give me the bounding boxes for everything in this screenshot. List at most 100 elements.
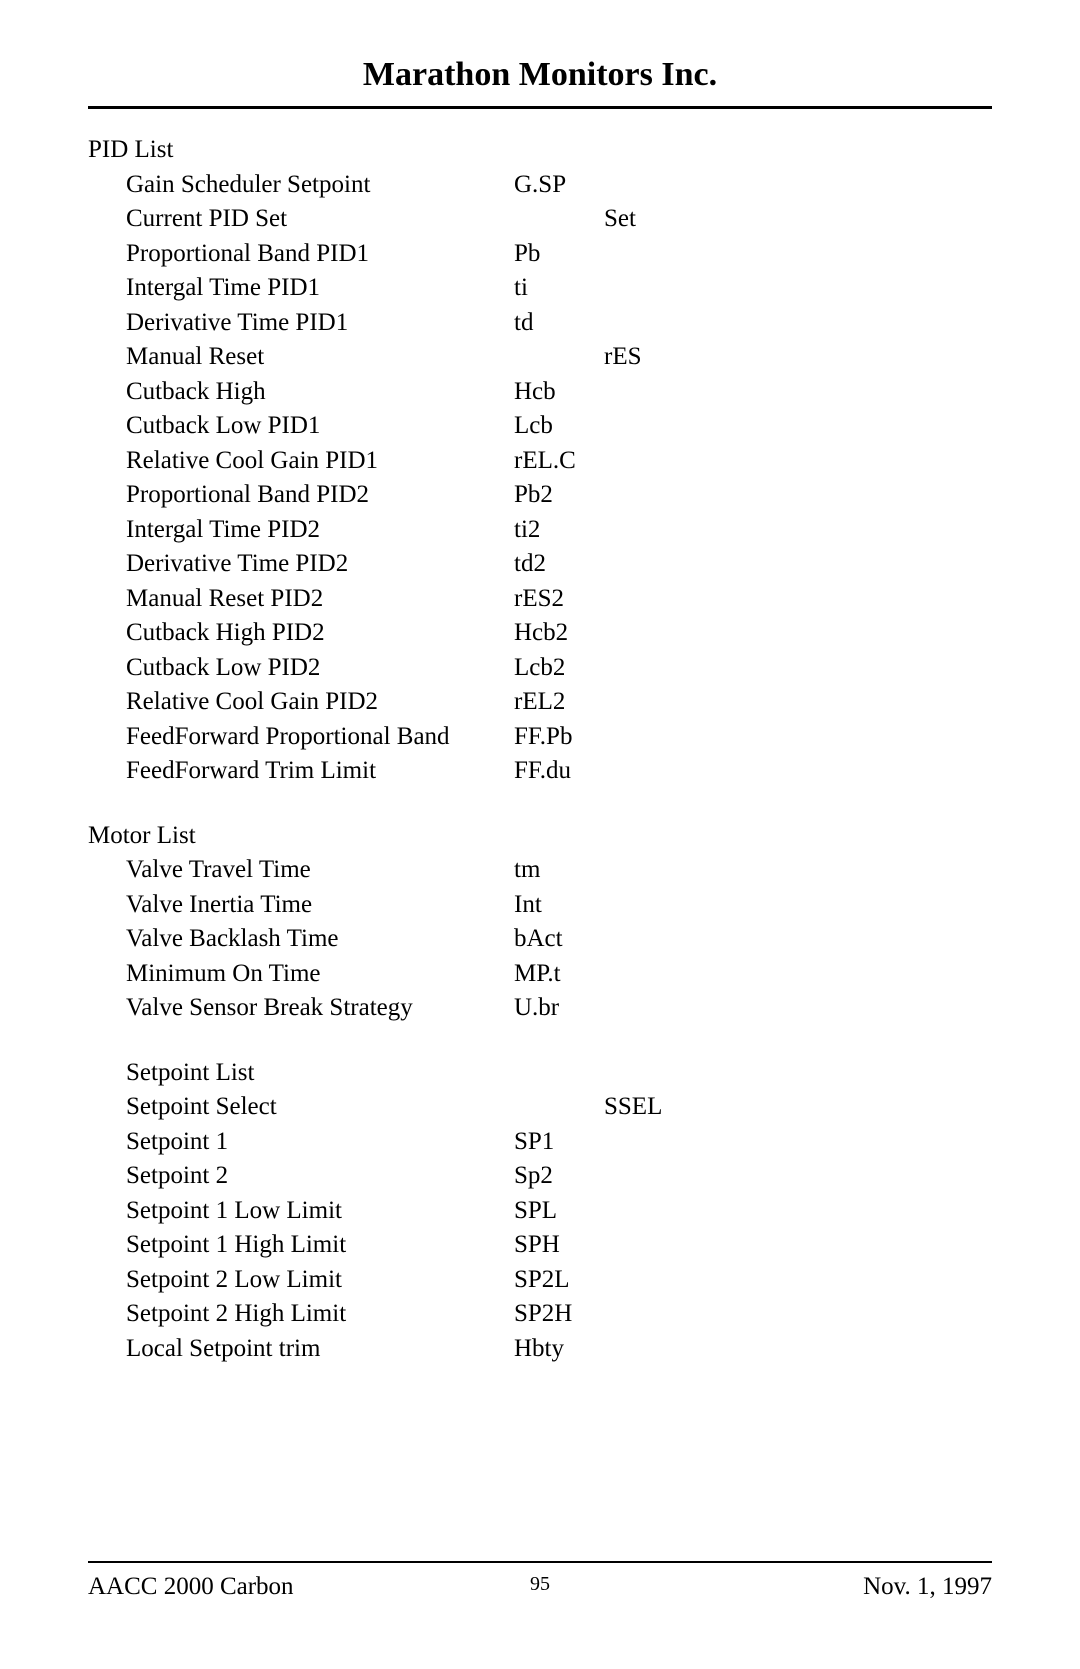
param-label: Relative Cool Gain PID2: [126, 685, 514, 720]
table-row: Cutback Low PID1Lcb: [88, 409, 992, 444]
param-code: Sp2: [514, 1159, 604, 1194]
param-label: Current PID Set: [126, 202, 514, 237]
param-label: FeedForward Proportional Band: [126, 720, 514, 755]
param-code-alt: rES: [604, 340, 642, 375]
table-row: Derivative Time PID2 td2: [88, 547, 992, 582]
table-row: Current PID Set Set: [88, 202, 992, 237]
param-label: Valve Travel Time: [126, 853, 514, 888]
footer-left: AACC 2000 Carbon: [88, 1573, 294, 1601]
param-label: Proportional Band PID1: [126, 237, 514, 272]
param-label: Valve Sensor Break Strategy: [126, 991, 514, 1026]
param-code: bAct: [514, 922, 604, 957]
param-code: FF.du: [514, 754, 604, 789]
param-code-alt: Set: [604, 202, 636, 237]
page-header: Marathon Monitors Inc.: [88, 56, 992, 109]
table-row: Derivative Time PID1td: [88, 306, 992, 341]
table-row: Proportional Band PID2Pb2: [88, 478, 992, 513]
param-code: rEL2: [514, 685, 604, 720]
table-row: Cutback Low PID2Lcb2: [88, 651, 992, 686]
table-row: Gain Scheduler SetpointG.SP: [88, 168, 992, 203]
param-label: Intergal Time PID2: [126, 513, 514, 548]
param-code: Int: [514, 888, 604, 923]
table-row: FeedForward Trim LimitFF.du: [88, 754, 992, 789]
param-label: Cutback Low PID2: [126, 651, 514, 686]
footer-right: Nov. 1, 1997: [863, 1573, 992, 1601]
param-code: td: [514, 306, 604, 341]
table-row: Manual Reset rES: [88, 340, 992, 375]
table-row: FeedForward Proportional BandFF.Pb: [88, 720, 992, 755]
table-row: Setpoint Select SSEL: [88, 1090, 992, 1125]
param-label: Proportional Band PID2: [126, 478, 514, 513]
param-label: Setpoint 1 Low Limit: [126, 1194, 514, 1229]
param-label: Setpoint 1: [126, 1125, 514, 1160]
param-code: Hbty: [514, 1332, 604, 1367]
param-label: Manual Reset: [126, 340, 514, 375]
page-content: PID List Gain Scheduler SetpointG.SP Cur…: [88, 133, 992, 1366]
table-row: Valve Travel Timetm: [88, 853, 992, 888]
pid-list-title: PID List: [88, 133, 992, 168]
param-label: Setpoint 1 High Limit: [126, 1228, 514, 1263]
param-code: rEL.C: [514, 444, 604, 479]
table-row: Proportional Band PID1Pb: [88, 237, 992, 272]
setpoint-list-title: Setpoint List: [126, 1056, 514, 1091]
param-label: Cutback Low PID1: [126, 409, 514, 444]
table-row: Valve Sensor Break StrategyU.br: [88, 991, 992, 1026]
param-label: Cutback High PID2: [126, 616, 514, 651]
table-row: Valve Backlash TimebAct: [88, 922, 992, 957]
param-code: rES2: [514, 582, 604, 617]
param-label: FeedForward Trim Limit: [126, 754, 514, 789]
param-code-alt: SSEL: [604, 1090, 662, 1125]
footer-page-number: 95: [530, 1573, 550, 1596]
table-row: Local Setpoint trimHbty: [88, 1332, 992, 1367]
param-label: Minimum On Time: [126, 957, 514, 992]
param-label: Manual Reset PID2: [126, 582, 514, 617]
table-row: Setpoint 2Sp2: [88, 1159, 992, 1194]
param-code: SPL: [514, 1194, 604, 1229]
param-label: Setpoint Select: [126, 1090, 514, 1125]
param-code: [514, 340, 604, 375]
param-code: Lcb: [514, 409, 604, 444]
param-label: Relative Cool Gain PID1: [126, 444, 514, 479]
param-code: SP1: [514, 1125, 604, 1160]
param-label: Gain Scheduler Setpoint: [126, 168, 514, 203]
param-code: [514, 202, 604, 237]
setpoint-list-title-row: Setpoint List: [88, 1056, 992, 1091]
param-label: Intergal Time PID1: [126, 271, 514, 306]
table-row: Minimum On TimeMP.t: [88, 957, 992, 992]
table-row: Cutback High PID2Hcb2: [88, 616, 992, 651]
table-row: Setpoint 2 Low LimitSP2L: [88, 1263, 992, 1298]
param-code: [514, 1090, 604, 1125]
param-label: Setpoint 2 Low Limit: [126, 1263, 514, 1298]
param-code: MP.t: [514, 957, 604, 992]
param-code: Lcb2: [514, 651, 604, 686]
param-code: SP2L: [514, 1263, 604, 1298]
param-label: Derivative Time PID2: [126, 547, 514, 582]
param-code: td2: [514, 547, 604, 582]
table-row: Setpoint 1 High LimitSPH: [88, 1228, 992, 1263]
table-row: Intergal Time PID2ti2: [88, 513, 992, 548]
table-row: Cutback HighHcb: [88, 375, 992, 410]
param-code: G.SP: [514, 168, 604, 203]
page-footer: AACC 2000 Carbon 95 Nov. 1, 1997: [88, 1561, 992, 1601]
param-code: ti2: [514, 513, 604, 548]
table-row: Relative Cool Gain PID2rEL2: [88, 685, 992, 720]
table-row: Setpoint 1 Low LimitSPL: [88, 1194, 992, 1229]
param-label: Cutback High: [126, 375, 514, 410]
table-row: Setpoint 2 High LimitSP2H: [88, 1297, 992, 1332]
param-code: Hcb: [514, 375, 604, 410]
param-label: Valve Backlash Time: [126, 922, 514, 957]
param-code: ti: [514, 271, 604, 306]
table-row: Manual Reset PID2rES2: [88, 582, 992, 617]
table-row: Relative Cool Gain PID1rEL.C: [88, 444, 992, 479]
param-code: Pb: [514, 237, 604, 272]
param-label: Setpoint 2 High Limit: [126, 1297, 514, 1332]
param-code: FF.Pb: [514, 720, 604, 755]
motor-list-title: Motor List: [88, 819, 992, 854]
param-code: tm: [514, 853, 604, 888]
param-code: SPH: [514, 1228, 604, 1263]
param-code: U.br: [514, 991, 604, 1026]
table-row: Setpoint 1SP1: [88, 1125, 992, 1160]
param-label: Derivative Time PID1: [126, 306, 514, 341]
company-name: Marathon Monitors Inc.: [363, 56, 717, 93]
table-row: Valve Inertia TimeInt: [88, 888, 992, 923]
